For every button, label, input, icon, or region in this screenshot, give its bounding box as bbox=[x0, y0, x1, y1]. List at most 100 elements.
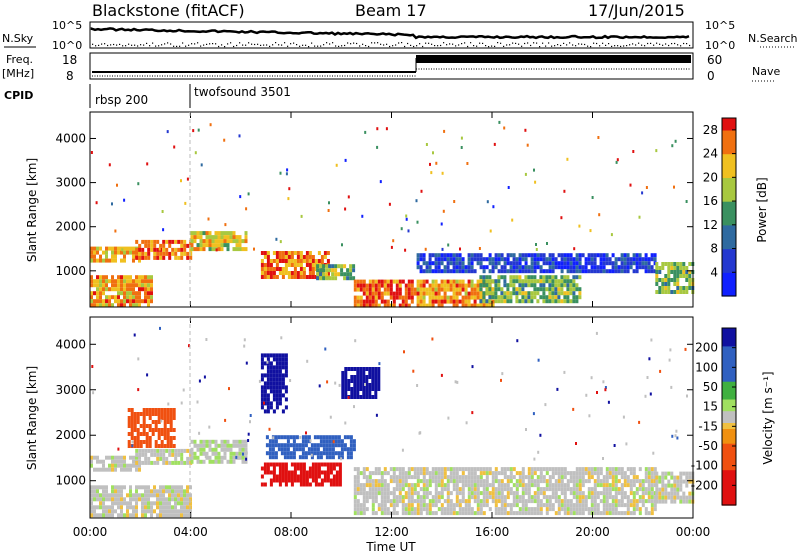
echo-cell bbox=[473, 269, 477, 274]
echo-cell bbox=[557, 511, 561, 516]
echo-cell bbox=[425, 269, 429, 274]
echo-cell bbox=[141, 255, 145, 260]
echo-cell bbox=[650, 483, 654, 488]
echo-cell bbox=[338, 474, 342, 479]
echo-cell bbox=[446, 283, 450, 288]
echo-cell bbox=[542, 287, 546, 292]
echo-cell bbox=[322, 272, 326, 277]
echo-cell bbox=[346, 455, 350, 460]
echo-cell bbox=[422, 503, 426, 508]
echo-cell bbox=[422, 483, 426, 488]
echo-cell bbox=[313, 451, 317, 456]
echo-cell bbox=[428, 287, 432, 292]
echo-cell bbox=[611, 479, 615, 484]
echo-cell bbox=[260, 377, 264, 382]
echo-cell bbox=[536, 291, 540, 296]
echo-cell bbox=[193, 455, 197, 460]
echo-cell bbox=[117, 299, 120, 304]
echo-cell bbox=[220, 439, 224, 444]
echo-cell bbox=[676, 270, 680, 274]
echo-cell bbox=[265, 451, 269, 456]
echo-cell bbox=[371, 495, 375, 500]
echo-cell bbox=[554, 295, 558, 300]
echo-cell bbox=[452, 291, 456, 296]
nave-top-tick: 60 bbox=[707, 53, 722, 67]
echo-cell bbox=[578, 253, 582, 258]
echo-cell bbox=[171, 452, 175, 457]
nsearch-point bbox=[317, 45, 319, 47]
echo-cell bbox=[572, 291, 576, 296]
echo-cell bbox=[278, 255, 282, 259]
echo-cell bbox=[284, 462, 288, 467]
echo-cell bbox=[129, 246, 132, 251]
echo-cell bbox=[661, 479, 665, 484]
echo-cell bbox=[647, 495, 651, 500]
echo-speck bbox=[385, 127, 388, 131]
nsearch-point bbox=[275, 42, 277, 44]
echo-cell bbox=[548, 269, 552, 274]
echo-cell bbox=[667, 471, 671, 476]
echo-cell bbox=[293, 275, 297, 279]
nsearch-point bbox=[335, 45, 337, 47]
echo-cell bbox=[557, 495, 561, 500]
echo-speck bbox=[610, 233, 613, 237]
echo-cell bbox=[554, 511, 558, 516]
echo-cell bbox=[578, 471, 582, 476]
echo-cell bbox=[99, 467, 102, 472]
echo-cell bbox=[90, 493, 93, 498]
echo-cell bbox=[650, 253, 654, 258]
echo-cell bbox=[560, 261, 564, 266]
echo-cell bbox=[650, 471, 654, 476]
echo-cell bbox=[289, 443, 293, 448]
nsearch-point bbox=[485, 45, 487, 47]
echo-cell bbox=[587, 479, 591, 484]
echo-cell bbox=[346, 268, 350, 273]
echo-cell bbox=[416, 261, 420, 266]
echo-cell bbox=[193, 231, 197, 236]
echo-cell bbox=[150, 460, 154, 465]
echo-cell bbox=[129, 505, 132, 510]
echo-cell bbox=[676, 483, 680, 488]
echo-cell bbox=[551, 287, 555, 292]
nsearch-point bbox=[347, 42, 349, 44]
echo-cell bbox=[437, 479, 441, 484]
echo-cell bbox=[272, 369, 276, 374]
echo-cell bbox=[281, 365, 285, 370]
echo-cell bbox=[341, 383, 345, 387]
echo-cell bbox=[281, 377, 285, 382]
echo-cell bbox=[380, 291, 384, 296]
colorbar-swatch bbox=[722, 183, 736, 187]
echo-cell bbox=[316, 276, 320, 281]
echo-cell bbox=[368, 295, 372, 300]
echo-speck bbox=[194, 151, 197, 155]
echo-cell bbox=[144, 493, 147, 498]
echo-cell bbox=[545, 257, 549, 262]
echo-cell bbox=[153, 243, 157, 248]
echo-cell bbox=[479, 265, 483, 270]
echo-cell bbox=[331, 272, 335, 277]
echo-cell bbox=[653, 253, 657, 258]
echo-cell bbox=[539, 257, 543, 262]
echo-cell bbox=[515, 257, 519, 262]
nsearch-point bbox=[104, 43, 106, 45]
echo-cell bbox=[467, 269, 471, 274]
echo-speck bbox=[578, 224, 581, 228]
echo-cell bbox=[467, 303, 471, 308]
echo-cell bbox=[608, 269, 612, 274]
echo-cell bbox=[581, 495, 585, 500]
echo-cell bbox=[90, 283, 93, 288]
echo-cell bbox=[449, 261, 453, 266]
echo-speck bbox=[340, 457, 343, 461]
echo-cell bbox=[211, 459, 215, 464]
echo-cell bbox=[211, 243, 215, 248]
echo-cell bbox=[142, 432, 146, 436]
echo-cell bbox=[461, 495, 465, 500]
echo-cell bbox=[494, 283, 498, 288]
echo-cell bbox=[440, 467, 444, 472]
echo-cell bbox=[316, 447, 320, 452]
echo-cell bbox=[319, 264, 323, 269]
echo-cell bbox=[290, 259, 294, 263]
echo-cell bbox=[356, 483, 360, 488]
echo-cell bbox=[96, 246, 99, 251]
echo-cell bbox=[211, 447, 215, 452]
